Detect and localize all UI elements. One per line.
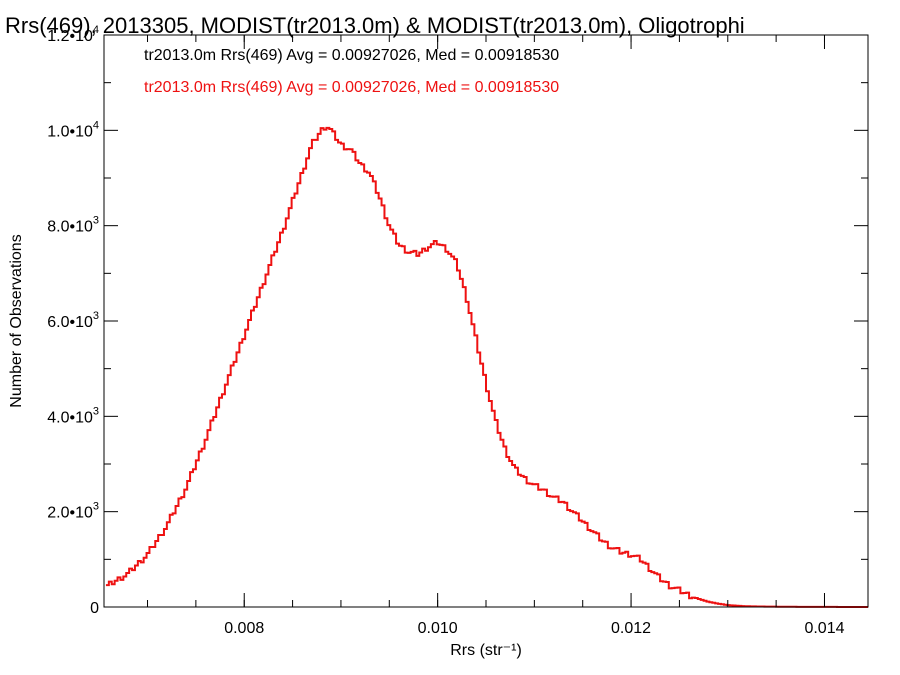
- y-tick-label-6: 1.2•104: [47, 24, 99, 45]
- x-tick-label-1: 0.010: [418, 620, 458, 637]
- histogram-series-0: [105, 126, 868, 608]
- y-tick-label-2: 4.0•103: [47, 405, 99, 426]
- legend-entry-black: tr2013.0m Rrs(469) Avg = 0.00927026, Med…: [144, 47, 559, 64]
- x-axis-label: Rrs (str⁻¹): [450, 642, 522, 659]
- x-tick-label-0: 0.008: [224, 620, 264, 637]
- y-tick-label-5: 1.0•104: [47, 119, 99, 140]
- y-tick-label-4: 8.0•103: [47, 215, 99, 236]
- x-tick-label-3: 0.014: [804, 620, 844, 637]
- chart-title: Rrs(469), 2013305, MODIST(tr2013.0m) & M…: [5, 13, 745, 38]
- plot-frame: [103, 34, 869, 608]
- y-tick-label-3: 6.0•103: [47, 310, 99, 331]
- y-tick-label-0: 0: [90, 600, 99, 617]
- legend-entry-red: tr2013.0m Rrs(469) Avg = 0.00927026, Med…: [144, 79, 559, 96]
- y-tick-label-1: 2.0•103: [47, 501, 99, 522]
- x-tick-label-2: 0.012: [611, 620, 651, 637]
- y-axis-label: Number of Observations: [8, 234, 25, 407]
